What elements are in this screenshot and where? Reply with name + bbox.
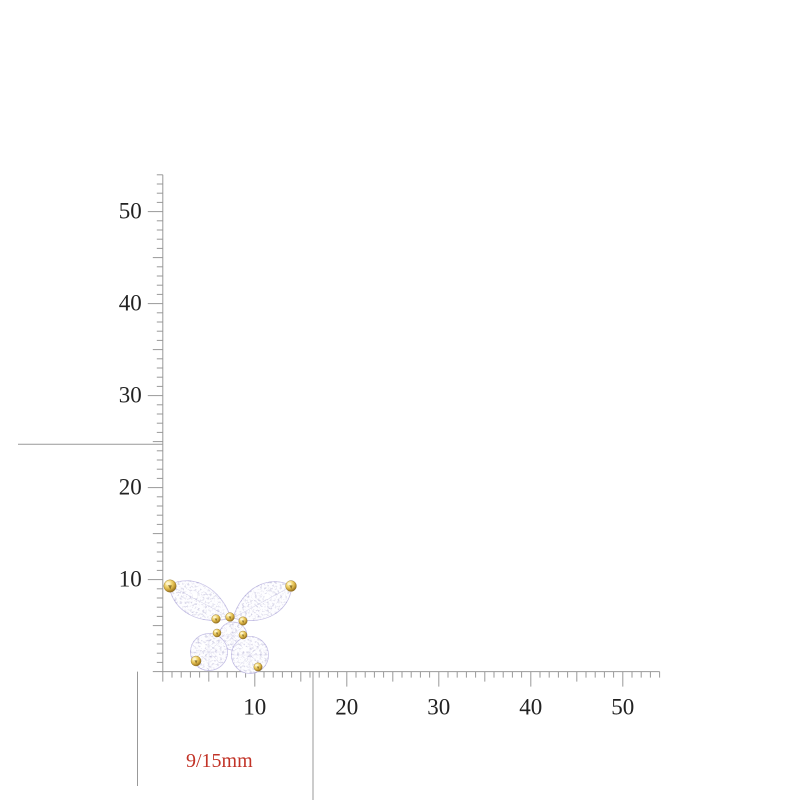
svg-text:30: 30	[427, 695, 450, 720]
svg-text:30: 30	[119, 383, 142, 408]
svg-text:40: 40	[119, 291, 142, 316]
svg-text:10: 10	[243, 695, 266, 720]
svg-text:9/15mm: 9/15mm	[186, 750, 253, 772]
svg-text:40: 40	[519, 695, 542, 720]
svg-text:50: 50	[119, 199, 142, 224]
svg-text:10: 10	[119, 567, 142, 592]
svg-text:20: 20	[335, 695, 358, 720]
svg-text:50: 50	[611, 695, 634, 720]
svg-text:20: 20	[119, 475, 142, 500]
